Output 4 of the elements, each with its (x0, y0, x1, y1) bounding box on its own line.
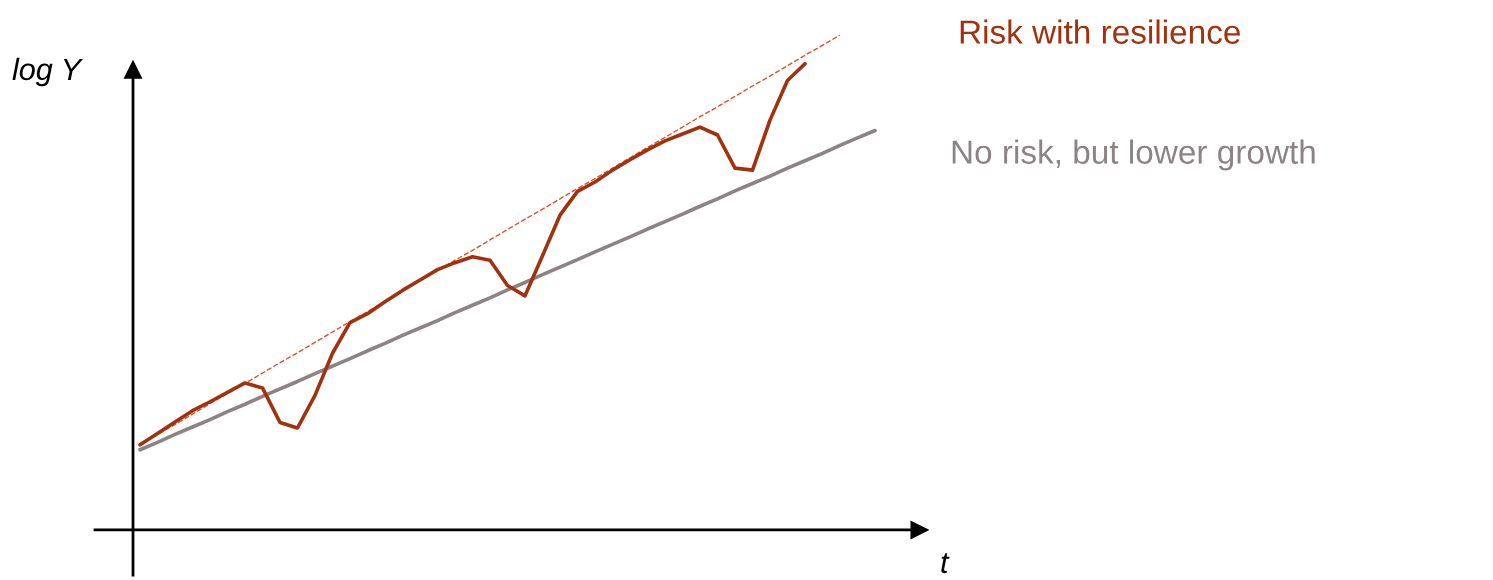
y-axis-title: log Y (12, 57, 83, 87)
text: No risk, but lower growth (952, 139, 1315, 171)
text: Risk with resilience (960, 19, 1240, 44)
x-axis-title: t (941, 553, 950, 574)
